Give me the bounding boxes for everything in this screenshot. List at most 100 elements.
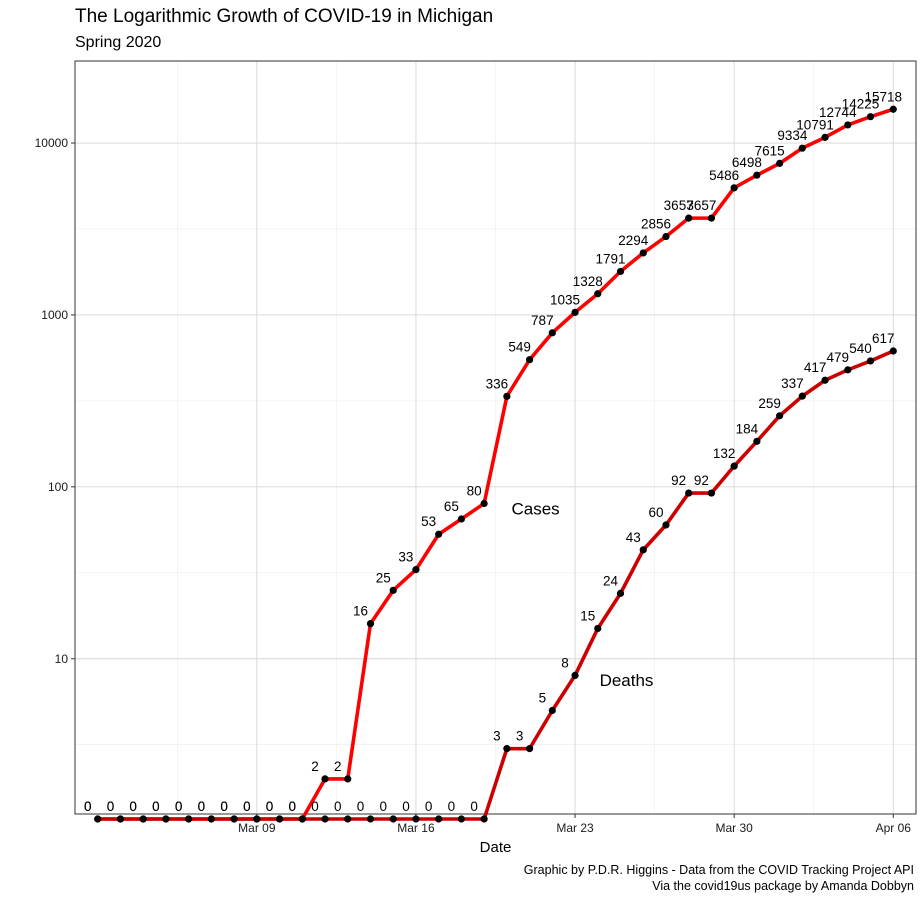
deaths-point [548,706,556,715]
deaths-point [366,815,375,823]
cases-point [844,121,852,129]
cases-data-label: 2856 [641,217,671,232]
cases-point [639,249,647,257]
plot-panel-border [74,60,917,815]
deaths-point [730,462,738,470]
deaths-data-label: 184 [736,421,759,436]
deaths-point [185,815,193,823]
deaths-point [298,815,306,823]
deaths-point [94,815,102,823]
y-tick-label: 10 [55,652,69,666]
cases-data-label: 1035 [550,292,580,307]
cases-point [753,171,761,179]
deaths-point [639,546,647,554]
cases-data-label: 0 [198,799,206,814]
cases-data-label: 0 [129,799,137,814]
deaths-point [275,815,284,823]
cases-data-label: 3657 [686,198,716,213]
cases-data-label: 53 [421,514,436,529]
cases-data-label: 33 [398,550,413,565]
series-points [94,105,897,823]
chart-title: The Logarithmic Growth of COVID-19 in Mi… [75,6,494,27]
cases-point [685,214,693,222]
deaths-point [139,815,147,823]
deaths-data-label: 0 [379,799,387,814]
deaths-point [162,815,170,823]
deaths-point [321,815,329,823]
cases-data-label: 2 [334,759,342,774]
caption-line-1: Graphic by P.D.R. Higgins - Data from th… [523,863,914,877]
deaths-data-label: 0 [266,799,274,814]
deaths-data-label: 479 [827,350,850,365]
deaths-point [480,815,488,823]
cases-point [594,290,602,298]
cases-data-label: 0 [175,799,183,814]
cases-point [321,775,329,783]
deaths-point [753,437,761,445]
deaths-data-label: 0 [84,799,92,814]
cases-data-label: 6498 [732,155,762,170]
deaths-point [776,412,784,420]
cases-point [412,566,420,574]
cases-point [366,620,375,628]
deaths-data-label: 0 [448,799,456,814]
deaths-point [253,815,261,823]
x-tick-label: Mar 23 [556,821,594,835]
deaths-data-label: 0 [175,799,183,814]
deaths-data-label: 0 [107,799,115,814]
deaths-data-label: 15 [580,608,595,623]
deaths-point [344,815,352,823]
data-labels: 0 0 0 0 0 0 0 0 0 02 21625335365803365497871035132… [84,89,902,814]
cases-point [548,329,556,337]
cases-point [480,499,488,508]
deaths-data-label: 617 [872,331,895,346]
deaths-point [662,521,670,529]
deaths-data-label: 0 [220,799,228,814]
deaths-point [230,815,238,823]
caption-line-2: Via the covid19us package by Amanda Dobb… [652,879,914,893]
cases-data-label: 0 [289,799,297,814]
deaths-point [866,357,875,365]
deaths-data-label: 8 [561,655,569,670]
x-axis-title: Date [480,839,512,856]
cases-data-label: 9334 [777,128,808,143]
deaths-data-label: 3 [516,729,524,744]
cases-data-label: 80 [467,484,482,499]
deaths-point [594,624,602,633]
cases-point [344,775,352,783]
cases-point [662,232,670,241]
deaths-data-label: 259 [758,396,781,411]
cases-data-label: 787 [531,313,554,328]
cases-point [616,267,625,276]
cases-data-label: 0 [84,799,92,814]
deaths-data-label: 417 [804,360,827,375]
deaths-point [798,392,806,400]
deaths-point [616,589,625,597]
cases-data-label: 25 [376,570,391,585]
deaths-point [844,366,852,374]
y-tick-label: 10000 [35,136,69,150]
cases-data-label: 2294 [618,233,649,248]
cases-point [866,113,875,121]
axes: 10 100 1000 10000 Mar 09 Mar 16 Mar 23 Mar 30 Ap… [35,136,912,835]
deaths-data-label: 0 [243,799,251,814]
deaths-point [457,815,466,823]
cases-point [889,105,897,113]
y-tick-label: 1000 [41,308,68,322]
x-tick-label: Mar 09 [238,821,276,835]
cases-data-label: 0 [243,799,251,814]
cases-data-label: 3657 [664,198,694,213]
deaths-annotation: Deaths [600,671,654,690]
deaths-point [685,489,693,497]
deaths-point [889,347,897,355]
deaths-data-label: 0 [334,799,342,814]
cases-point [707,214,716,222]
deaths-data-label: 540 [849,341,872,356]
cases-point [776,159,784,167]
deaths-data-label: 0 [402,799,410,814]
deaths-data-label: 0 [152,799,160,814]
deaths-data-label: 43 [626,530,641,545]
cases-data-label: 16 [353,604,368,619]
cases-data-label: 15718 [864,89,902,104]
grid-minor [75,61,916,814]
